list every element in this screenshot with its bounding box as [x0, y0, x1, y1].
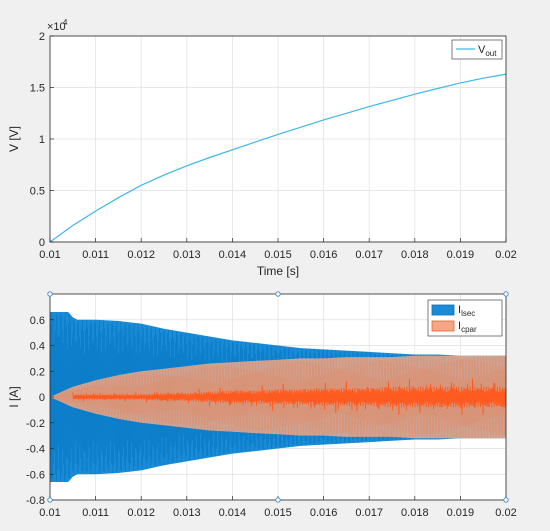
current-x-tick-label: 0.018	[401, 507, 429, 519]
current-y-tick-label: 0.4	[30, 341, 45, 353]
selection-handle[interactable]	[275, 497, 281, 503]
current-y-tick-label: -0.6	[26, 469, 45, 481]
voltage-x-tick-label: 0.016	[310, 249, 338, 261]
current-x-tick-label: 0.014	[219, 507, 247, 519]
voltage-x-tick-label: 0.015	[264, 249, 292, 261]
current-y-axis-label: I [A]	[7, 386, 21, 407]
voltage-y-exponent-power: 4	[63, 18, 68, 27]
icpar-line	[49, 355, 507, 439]
voltage-x-tick-label: 0.018	[401, 249, 429, 261]
current-y-tick-label: 0.2	[30, 366, 45, 378]
current-x-tick-label: 0.015	[264, 507, 292, 519]
voltage-x-ticks: 0.01 0.011 0.012 0.013 0.014 0.015 0.016 0.017 0…	[39, 238, 517, 261]
voltage-y-axis-label: V [V]	[7, 126, 21, 152]
legend-swatch-ilsec	[431, 304, 455, 316]
voltage-x-tick-label: 0.017	[355, 249, 383, 261]
icpar-core-line	[72, 378, 507, 416]
voltage-x-axis-label: Time [s]	[257, 264, 299, 278]
voltage-y-ticks: 0 0.5 1 1.5 2	[30, 31, 54, 249]
current-y-tick-label: -0.4	[26, 444, 45, 456]
legend-swatch-icpar	[431, 320, 455, 332]
voltage-legend-box	[451, 39, 503, 60]
legend-label-ilsec: Ilsec	[458, 304, 475, 318]
voltage-x-tick-label: 0.013	[173, 249, 201, 261]
current-axes[interactable]: 0.01 0.011 0.012 0.013 0.014 0.015 0.016 0.017 0…	[7, 291, 517, 519]
current-x-tick-label: 0.012	[127, 507, 155, 519]
voltage-y-tick-label: 1.5	[30, 83, 45, 95]
current-x-tick-label: 0.01	[39, 507, 60, 519]
selection-handle[interactable]	[275, 291, 281, 297]
voltage-x-tick-label: 0.011	[82, 249, 109, 261]
selection-handle[interactable]	[503, 497, 509, 503]
current-legend[interactable]: Ilsec Icpar	[427, 299, 503, 337]
current-plot-area	[49, 312, 507, 482]
current-y-tick-label: 0.6	[30, 315, 45, 327]
voltage-y-tick-label: 0	[39, 237, 45, 249]
voltage-x-tick-label: 0.012	[127, 249, 155, 261]
legend-label-vout: Vout	[478, 44, 497, 58]
current-y-tick-label: -0.8	[26, 495, 45, 507]
voltage-x-tick-label: 0.01	[39, 249, 60, 261]
current-x-tick-label: 0.016	[310, 507, 338, 519]
current-x-tick-label: 0.011	[82, 507, 109, 519]
voltage-y-tick-label: 2	[39, 31, 45, 43]
current-x-tick-label: 0.017	[355, 507, 383, 519]
voltage-plot-area	[49, 73, 507, 243]
selection-handles[interactable]	[47, 291, 509, 503]
voltage-y-tick-label: 0.5	[30, 186, 45, 198]
selection-handle[interactable]	[503, 291, 509, 297]
selection-handle[interactable]	[47, 291, 53, 297]
current-x-ticks: 0.01 0.011 0.012 0.013 0.014 0.015 0.016 0.017 0…	[39, 496, 517, 519]
current-y-tick-label: -0.2	[26, 418, 45, 430]
voltage-y-tick-label: 1	[39, 134, 45, 146]
current-x-tick-label: 0.019	[447, 507, 475, 519]
current-y-ticks: -0.8 -0.6 -0.4 -0.2 0 0.2 0.4 0.6	[26, 315, 54, 507]
voltage-axes[interactable]: 0.01 0.011 0.012 0.013 0.014 0.015 0.016 0.017 0…	[7, 18, 517, 278]
current-x-tick-label: 0.02	[495, 507, 516, 519]
vout-line	[49, 73, 507, 243]
voltage-x-tick-label: 0.019	[447, 249, 475, 261]
selection-handle[interactable]	[47, 497, 53, 503]
voltage-y-exponent-base: ×10	[47, 21, 66, 33]
voltage-x-tick-label: 0.014	[219, 249, 247, 261]
current-y-tick-label: 0	[39, 392, 45, 404]
current-x-tick-label: 0.013	[173, 507, 201, 519]
voltage-legend[interactable]: Vout	[451, 39, 503, 60]
legend-label-icpar: Icpar	[458, 320, 477, 334]
voltage-x-tick-label: 0.02	[495, 249, 516, 261]
